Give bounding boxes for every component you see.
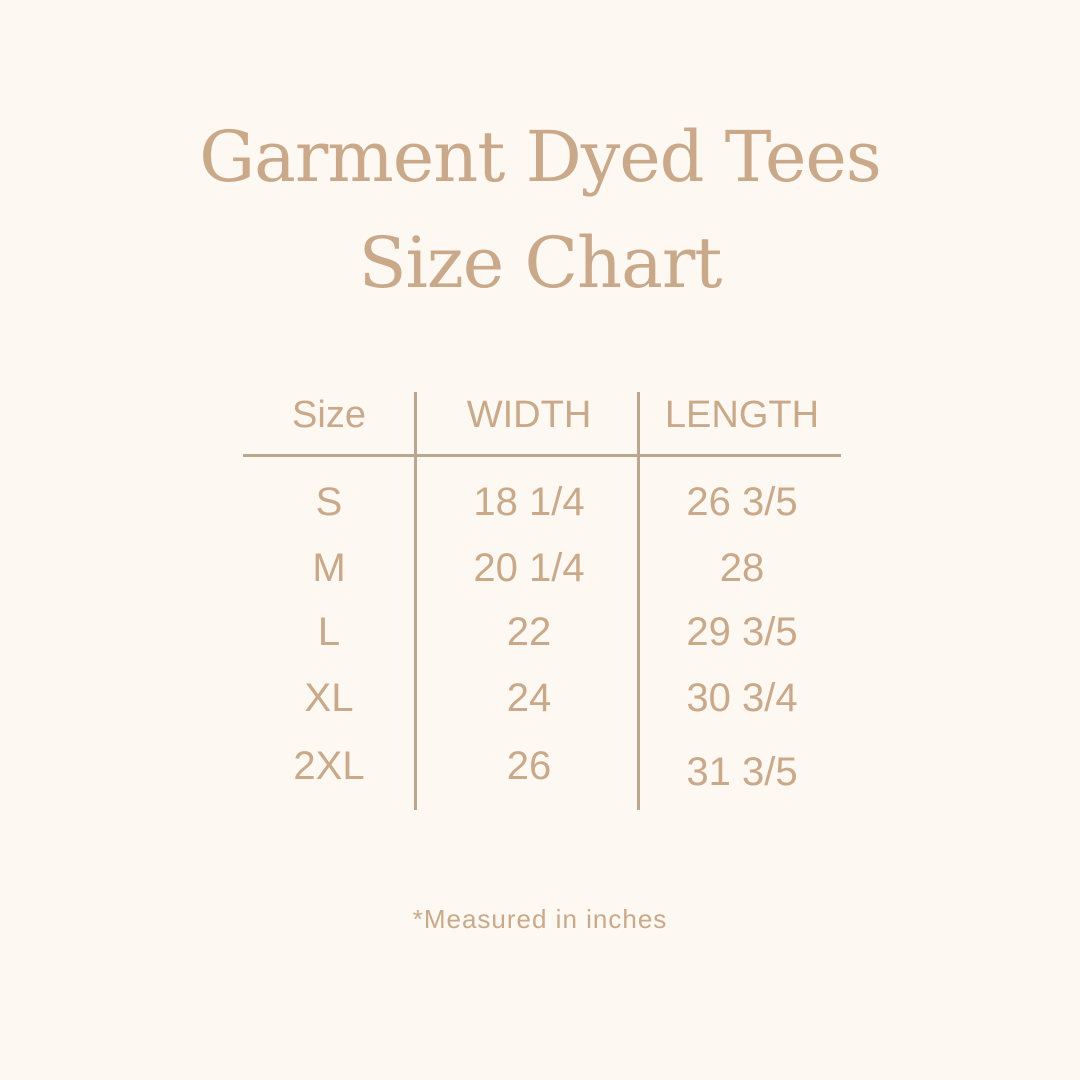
cell-size: M bbox=[312, 546, 346, 590]
header-divider bbox=[243, 454, 841, 457]
measurement-note: *Measured in inches bbox=[412, 904, 668, 934]
cell-size: L bbox=[317, 610, 341, 654]
cell-size: 2XL bbox=[293, 744, 365, 788]
cell-length: 29 3/5 bbox=[686, 610, 798, 654]
cell-width: 22 bbox=[506, 610, 552, 654]
cell-length: 26 3/5 bbox=[686, 480, 798, 524]
cell-width: 20 1/4 bbox=[473, 546, 585, 590]
cell-size: XL bbox=[304, 676, 354, 720]
column-divider bbox=[637, 392, 640, 810]
title-line-1: Garment Dyed Tees bbox=[199, 116, 882, 198]
cell-length: 30 3/4 bbox=[686, 676, 798, 720]
cell-length: 28 bbox=[719, 546, 765, 590]
cell-width: 18 1/4 bbox=[473, 480, 585, 524]
cell-width: 26 bbox=[506, 744, 552, 788]
column-divider bbox=[414, 392, 417, 810]
header-width: WIDTH bbox=[466, 394, 592, 436]
header-length: LENGTH bbox=[664, 394, 820, 436]
cell-width: 24 bbox=[506, 676, 552, 720]
header-size: Size bbox=[292, 394, 366, 436]
cell-length: 31 3/5 bbox=[686, 750, 798, 794]
cell-size: S bbox=[315, 480, 343, 524]
title-line-2: Size Chart bbox=[358, 222, 723, 304]
